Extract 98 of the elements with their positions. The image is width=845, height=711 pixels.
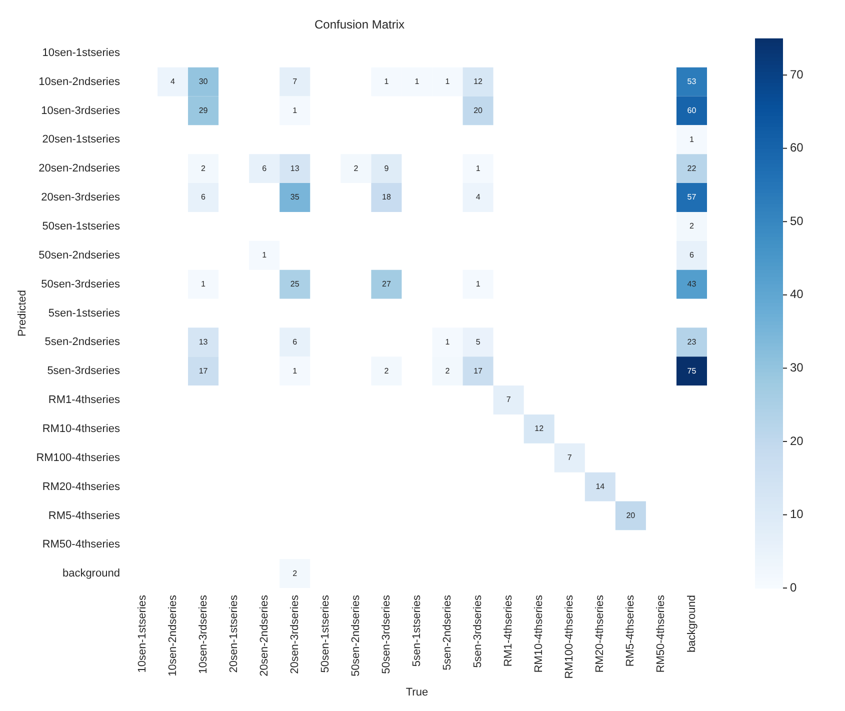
- data-label: 13: [198, 337, 208, 346]
- color-bar-label: 10: [790, 507, 804, 522]
- data-label: 29: [198, 106, 208, 115]
- color-bar-label: 0: [790, 580, 797, 594]
- data-label: 20: [474, 106, 484, 115]
- data-label: 2: [690, 222, 695, 231]
- x-tick-label: 5sen-3rdseries: [472, 594, 484, 668]
- data-label: 1: [292, 106, 298, 115]
- data-label: 1: [445, 337, 450, 346]
- color-bar-label: 60: [790, 140, 804, 155]
- y-tick-label: RM1-4thseries: [48, 394, 120, 406]
- data-label: 23: [687, 337, 697, 346]
- data-label: 2: [292, 568, 298, 578]
- data-label: 7: [292, 76, 298, 86]
- data-label: 4: [476, 192, 481, 202]
- data-label: 6: [201, 192, 206, 202]
- y-tick-label: 20sen-1stseries: [42, 134, 120, 146]
- color-bar-label: 50: [790, 214, 804, 228]
- x-tick-label: RM50-4thseries: [655, 594, 668, 673]
- chart-title: Confusion Matrix: [314, 18, 405, 32]
- x-tick-label: 20sen-3rdseries: [288, 594, 301, 674]
- y-tick-label: 50sen-1stseries: [42, 220, 120, 232]
- color-bar-label: 30: [790, 360, 804, 374]
- data-label: 57: [687, 192, 697, 202]
- x-tick-label: 20sen-1stseries: [228, 594, 240, 673]
- color-bar-label: 40: [790, 287, 804, 302]
- x-tick-label: background: [686, 595, 698, 653]
- y-tick-label: RM20-4thseries: [42, 480, 120, 493]
- data-label: 4: [170, 76, 176, 86]
- y-tick-label: 10sen-1stseries: [42, 46, 120, 59]
- x-tick-label: 50sen-2ndseries: [350, 594, 362, 676]
- x-tick-label: 10sen-3rdseries: [197, 594, 210, 674]
- data-label: 22: [687, 164, 697, 173]
- data-label: 18: [382, 192, 392, 202]
- data-label: 9: [384, 164, 390, 173]
- data-label: 6: [262, 164, 268, 173]
- x-tick-label: 20sen-2ndseries: [258, 594, 270, 676]
- data-label: 2: [384, 366, 390, 376]
- data-label: 30: [198, 76, 208, 86]
- data-label: 60: [687, 106, 697, 115]
- data-label: 1: [201, 279, 206, 288]
- data-label: 5: [476, 337, 481, 346]
- data-label: 2: [354, 164, 359, 173]
- data-label: 13: [290, 164, 300, 173]
- x-tick-label: RM20-4thseries: [594, 594, 606, 673]
- data-label: 1: [445, 76, 450, 86]
- data-label: 43: [687, 279, 697, 288]
- y-tick-label: 20sen-2ndseries: [38, 162, 120, 175]
- data-label: 1: [414, 76, 420, 86]
- y-tick-label: RM50-4thseries: [42, 538, 120, 551]
- y-tick-label: background: [62, 568, 120, 580]
- x-tick-label: 10sen-2ndseries: [166, 594, 179, 676]
- y-tick-label: 50sen-3rdseries: [41, 278, 120, 290]
- x-tick-label: RM100-4thseries: [564, 594, 576, 679]
- x-tick-label: 50sen-1stseries: [319, 594, 332, 673]
- y-tick-label: 10sen-2ndseries: [38, 76, 120, 88]
- color-bar-label: 20: [790, 434, 804, 448]
- data-label: 2: [445, 366, 450, 376]
- y-tick-label: 5sen-2ndseries: [44, 336, 120, 348]
- color-bar-label: 70: [790, 67, 804, 82]
- data-label: 1: [690, 134, 695, 144]
- data-label: 2: [201, 164, 206, 173]
- x-tick-label: RM5-4thseries: [624, 594, 637, 667]
- data-label: 75: [687, 366, 697, 376]
- x-tick-label: RM1-4thseries: [502, 594, 515, 667]
- data-label: 12: [534, 424, 544, 434]
- data-label: 1: [384, 76, 390, 86]
- x-tick-label: 5sen-2ndseries: [442, 594, 454, 670]
- data-label: 7: [506, 395, 512, 404]
- data-label: 25: [290, 279, 300, 288]
- data-label: 6: [292, 337, 298, 346]
- data-label: 14: [596, 482, 606, 491]
- y-tick-label: RM10-4thseries: [42, 422, 120, 435]
- data-label: 1: [292, 366, 298, 376]
- data-label: 12: [474, 76, 484, 86]
- data-label: 20: [626, 510, 636, 520]
- y-axis-title: Predicted: [16, 290, 29, 336]
- y-tick-label: 10sen-3rdseries: [41, 104, 120, 117]
- data-label: 17: [198, 366, 208, 376]
- data-label: 53: [687, 76, 697, 86]
- y-tick-label: 5sen-1stseries: [48, 307, 120, 320]
- data-label: 1: [476, 279, 481, 288]
- data-label: 35: [290, 192, 300, 202]
- data-label: 7: [567, 453, 572, 462]
- x-axis-title: True: [406, 686, 428, 698]
- y-tick-label: 20sen-3rdseries: [41, 192, 120, 204]
- data-label: 27: [382, 279, 392, 288]
- y-tick-label: 5sen-3rdseries: [47, 365, 120, 378]
- data-label: 1: [262, 250, 268, 260]
- y-tick-label: RM5-4thseries: [48, 510, 120, 522]
- data-label: 17: [474, 366, 484, 376]
- x-tick-label: 5sen-1stseries: [411, 594, 424, 667]
- x-tick-label: RM10-4thseries: [533, 594, 546, 673]
- data-label: 6: [690, 250, 695, 260]
- data-label: 1: [476, 164, 481, 173]
- x-tick-label: 50sen-3rdseries: [380, 594, 392, 674]
- y-tick-label: 50sen-2ndseries: [38, 249, 120, 262]
- y-tick-label: RM100-4thseries: [36, 452, 120, 464]
